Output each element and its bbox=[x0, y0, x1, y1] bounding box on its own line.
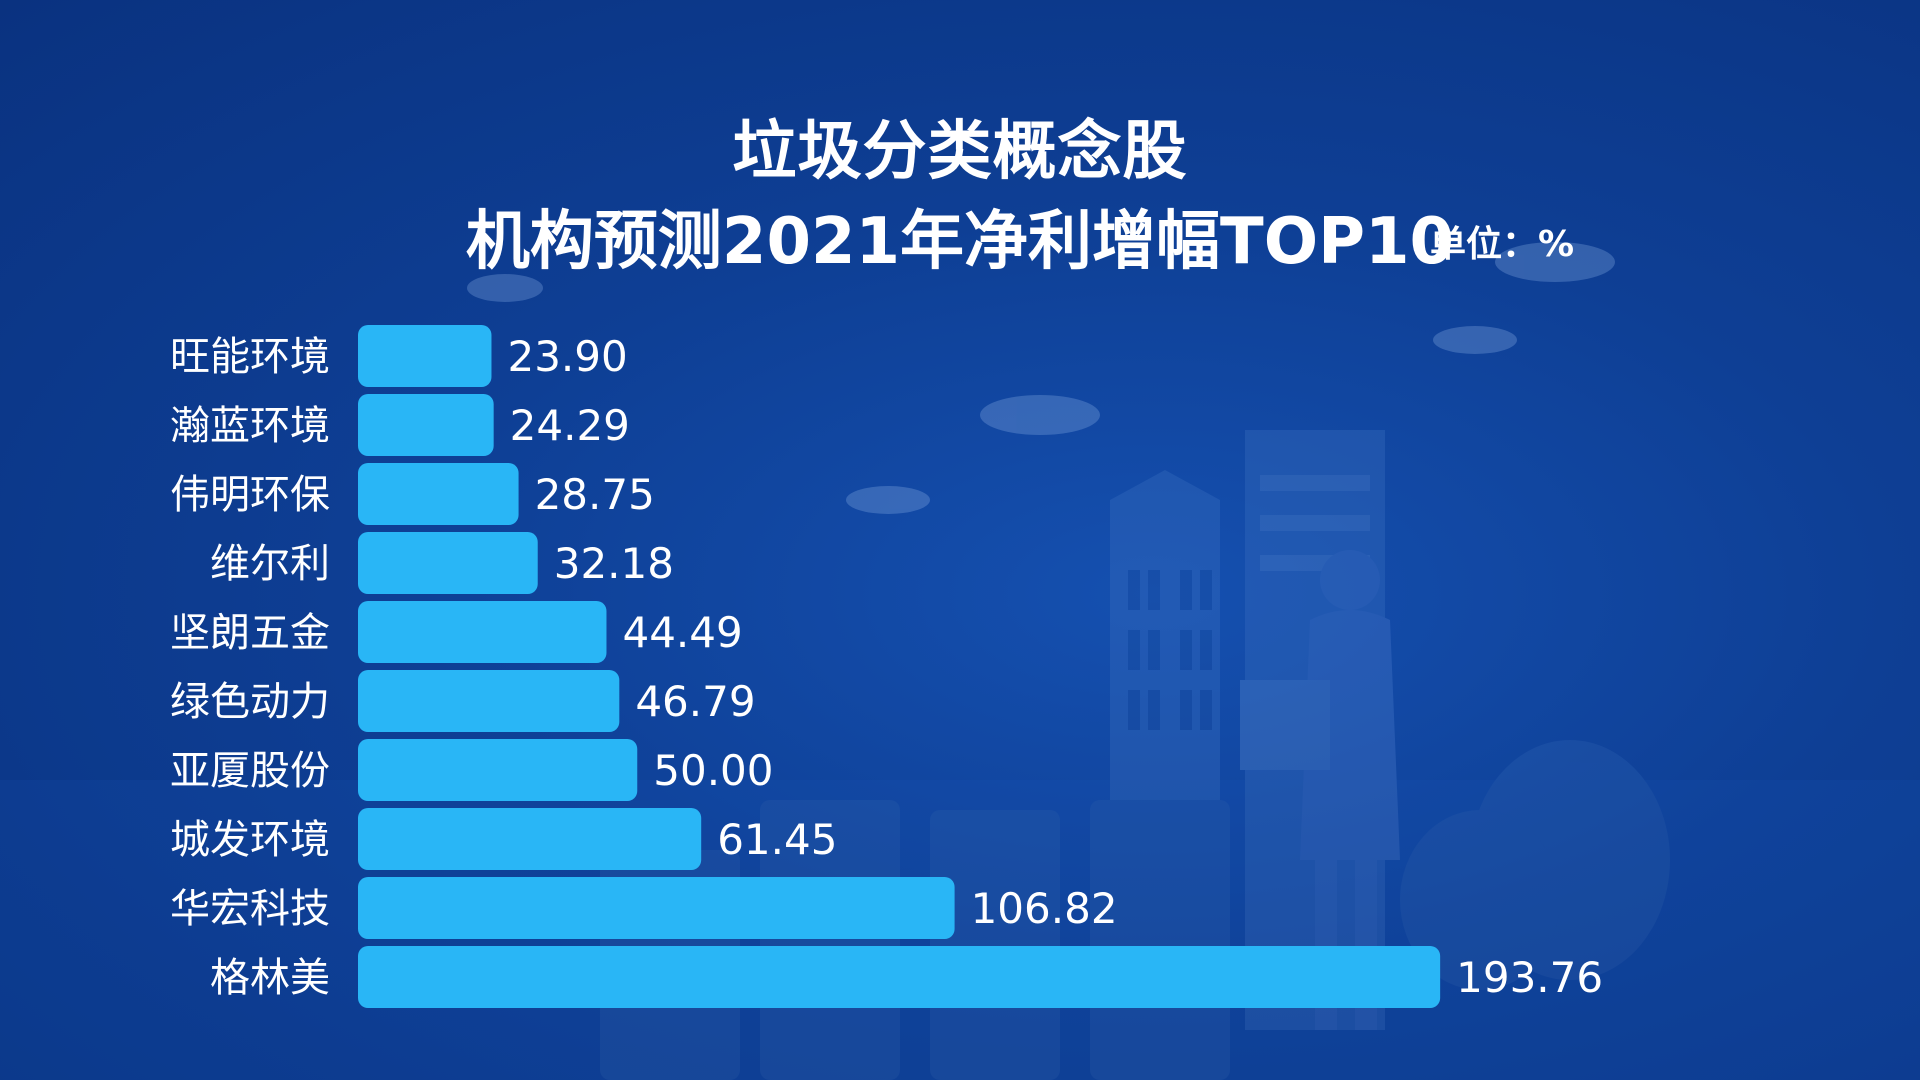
bar bbox=[358, 946, 1441, 1008]
category-label: 绿色动力 bbox=[170, 679, 330, 725]
category-label: 瀚蓝环境 bbox=[170, 403, 330, 449]
unit-label: 单位：% bbox=[1430, 224, 1575, 265]
bar bbox=[358, 394, 494, 456]
trash-bins bbox=[600, 800, 1230, 1080]
category-label: 坚朗五金 bbox=[170, 610, 330, 656]
category-label: 伟明环保 bbox=[170, 472, 330, 518]
value-label: 50.00 bbox=[653, 746, 773, 795]
bar bbox=[358, 601, 607, 663]
category-label: 城发环境 bbox=[170, 817, 330, 863]
value-label: 28.75 bbox=[535, 470, 655, 519]
bar bbox=[358, 808, 702, 870]
chart-subtitle: 机构预测2021年净利增幅TOP10 bbox=[465, 205, 1455, 279]
bar bbox=[358, 670, 620, 732]
bar bbox=[358, 877, 955, 939]
building-right bbox=[1245, 430, 1385, 1030]
value-label: 32.18 bbox=[554, 539, 674, 588]
value-label: 23.90 bbox=[507, 332, 627, 381]
category-label: 亚厦股份 bbox=[170, 748, 330, 794]
bar bbox=[358, 739, 638, 801]
bar bbox=[358, 532, 538, 594]
bar bbox=[358, 463, 519, 525]
category-label: 维尔利 bbox=[210, 541, 330, 587]
category-label: 华宏科技 bbox=[170, 886, 330, 932]
value-label: 193.76 bbox=[1456, 953, 1603, 1002]
bar bbox=[358, 325, 492, 387]
value-label: 44.49 bbox=[622, 608, 742, 657]
value-label: 24.29 bbox=[510, 401, 630, 450]
chart-title: 垃圾分类概念股 bbox=[732, 115, 1188, 189]
value-label: 46.79 bbox=[635, 677, 755, 726]
value-label: 106.82 bbox=[971, 884, 1118, 933]
value-label: 61.45 bbox=[717, 815, 837, 864]
category-label: 旺能环境 bbox=[170, 334, 330, 380]
category-label: 格林美 bbox=[210, 955, 330, 1001]
building-left bbox=[1110, 470, 1220, 1020]
